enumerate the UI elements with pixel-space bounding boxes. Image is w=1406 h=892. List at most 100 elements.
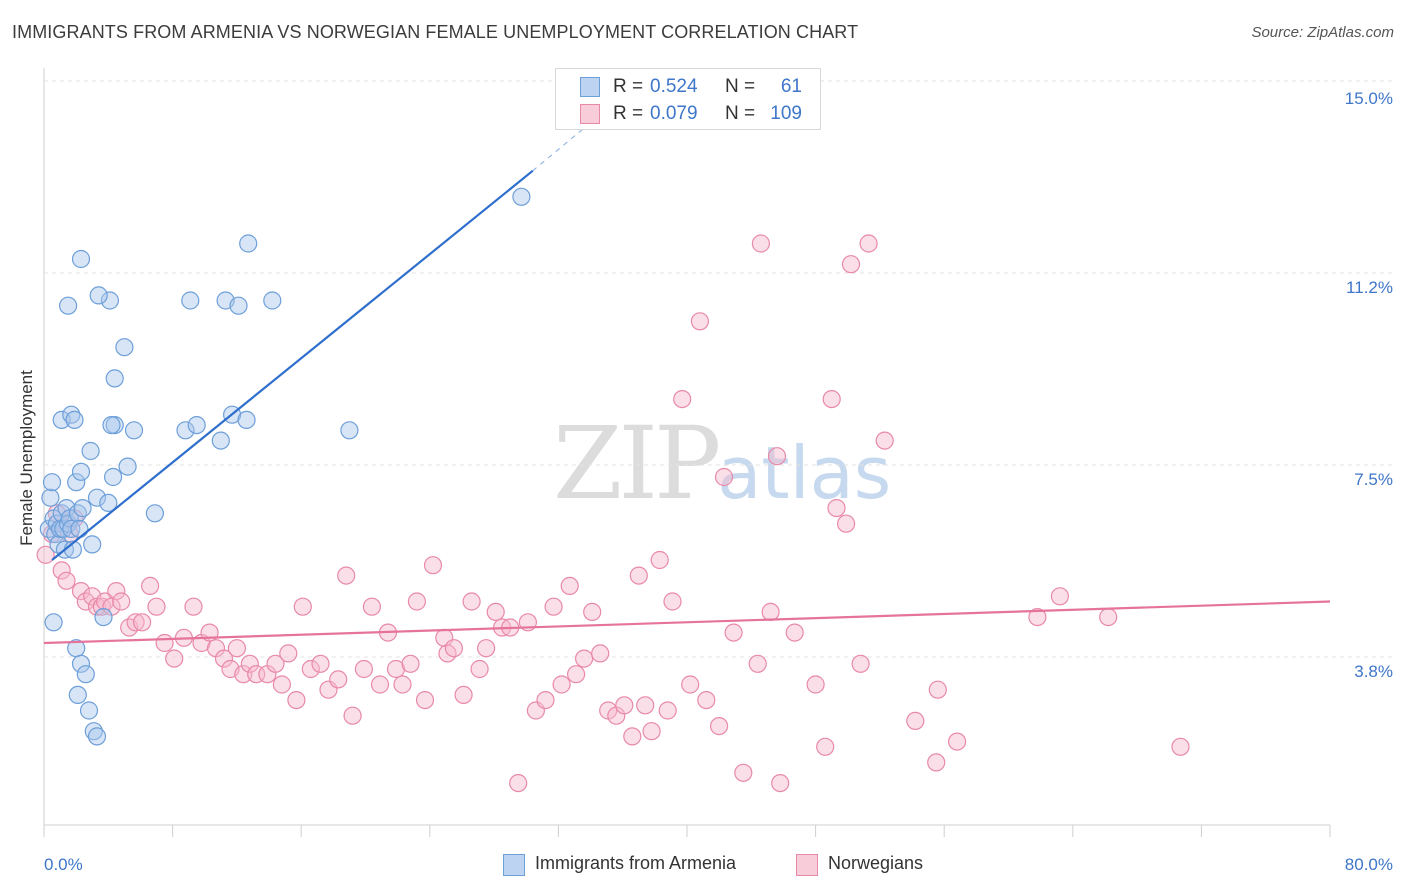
norwegians-point — [875, 431, 894, 450]
norwegians-point — [709, 716, 729, 736]
norwegians-point — [841, 255, 861, 274]
norwegians-point — [591, 644, 610, 663]
chart-title: IMMIGRANTS FROM ARMENIA VS NORWEGIAN FEM… — [12, 22, 859, 42]
armenia-point — [115, 338, 134, 357]
norwegians-point — [822, 390, 841, 409]
norwegians-point — [401, 654, 420, 673]
armenia-r-label: R = — [613, 76, 644, 97]
norwegians-n-value: 109 — [770, 103, 802, 124]
norwegians-point — [658, 701, 677, 720]
norwegians-point — [36, 545, 55, 564]
norwegians-point — [240, 654, 259, 673]
armenia-point — [87, 727, 107, 746]
norwegians-point — [1171, 737, 1190, 756]
norwegians-point — [785, 623, 804, 642]
norwegians-point — [362, 597, 381, 616]
norwegians-point — [827, 499, 846, 518]
norwegians-point — [767, 447, 787, 466]
norwegians-point — [454, 685, 473, 705]
norwegians-point — [560, 576, 579, 596]
norwegians-point — [859, 234, 878, 253]
x-tick-label: 0.0% — [44, 855, 83, 874]
norwegians-point — [947, 732, 967, 751]
norwegians-point — [697, 690, 716, 710]
norwegians-point — [574, 649, 594, 668]
armenia-r-value: 0.524 — [650, 76, 698, 97]
norwegians-point — [393, 675, 412, 694]
norwegians-point — [57, 571, 76, 590]
norwegians-point — [509, 773, 528, 793]
armenia-swatch — [580, 77, 600, 97]
y-axis-label: Female Unemployment — [17, 370, 36, 546]
armenia-point — [79, 701, 99, 720]
norwegians-point — [462, 592, 481, 611]
x-tick-label: 80.0% — [1345, 855, 1393, 874]
armenia-point — [87, 488, 107, 507]
y-tick-label: 11.2% — [1346, 278, 1393, 297]
armenia-point — [124, 421, 144, 440]
armenia-point — [71, 654, 91, 673]
norwegians-point — [714, 467, 734, 487]
norwegians-point — [690, 312, 710, 331]
armenia-point — [76, 665, 95, 684]
armenia-point — [211, 431, 230, 450]
norwegians-point — [1099, 607, 1118, 627]
norwegians-point — [851, 654, 870, 673]
norwegians-point — [141, 576, 160, 596]
armenia-point — [340, 421, 359, 440]
armenia-point — [102, 416, 121, 435]
norwegians-point — [748, 654, 767, 673]
y-tick-label: 7.5% — [1354, 470, 1393, 489]
zipatlas-watermark: ZIPatlas — [553, 405, 891, 522]
armenia-point — [237, 410, 256, 429]
armenia-point — [81, 441, 100, 461]
norwegians-point — [337, 566, 356, 585]
norwegians-point — [816, 737, 835, 756]
norwegians-point — [486, 602, 505, 622]
norwegians-point — [927, 753, 946, 772]
norwegians-point — [836, 514, 856, 533]
norwegians-r-label: R = — [613, 103, 644, 124]
armenia-point — [118, 457, 137, 476]
armenia-n-label: N = — [725, 76, 756, 97]
norwegians-point — [279, 644, 298, 663]
y-tick-label: 3.8% — [1354, 662, 1393, 681]
armenia-point — [239, 234, 258, 253]
norwegians-point — [107, 581, 126, 601]
watermark-zip: ZIP — [553, 405, 721, 522]
armenia-point — [94, 607, 113, 627]
norwegians-swatch — [580, 104, 600, 124]
norwegians-point — [751, 234, 771, 253]
norwegians-point — [566, 665, 586, 684]
armenia-point — [67, 473, 86, 492]
armenia-point — [176, 421, 195, 440]
norwegians-point — [112, 592, 131, 611]
norwegians-point — [126, 613, 145, 632]
norwegians-point — [227, 639, 246, 658]
norwegians-r-value: 0.079 — [650, 103, 698, 124]
norwegians-point — [552, 675, 571, 694]
norwegians-point — [761, 602, 780, 622]
armenia-point — [263, 291, 282, 310]
norwegians-point — [214, 649, 234, 668]
norwegians-point — [544, 597, 563, 616]
armenia-point — [83, 535, 102, 554]
armenia-point — [42, 473, 62, 492]
norwegians-point — [536, 690, 555, 710]
armenia-point — [44, 613, 63, 632]
armenia-point — [105, 369, 124, 388]
norwegians-point — [272, 675, 291, 694]
norwegians-point — [928, 680, 947, 699]
armenia-point — [52, 410, 71, 429]
norwegians-point — [771, 773, 790, 793]
norwegians-point — [629, 566, 648, 585]
armenia-point — [58, 296, 78, 315]
norwegians-point — [407, 592, 426, 611]
armenia-point — [229, 296, 248, 315]
armenia-point — [145, 504, 164, 523]
armenia-point — [41, 488, 60, 507]
armenia-point — [68, 685, 87, 705]
norwegians-point — [71, 581, 91, 601]
norwegians-point — [1050, 587, 1070, 606]
